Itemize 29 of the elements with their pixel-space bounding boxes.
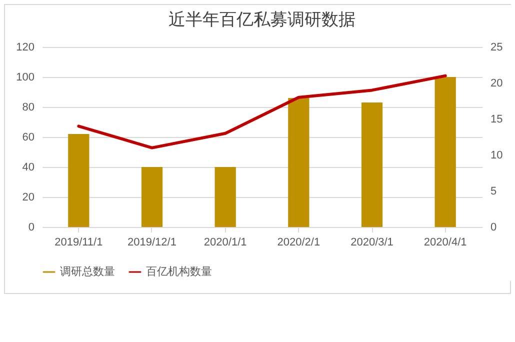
y2-tick-label: 15 bbox=[490, 114, 503, 126]
bar bbox=[214, 167, 236, 227]
bar bbox=[288, 98, 310, 227]
line-series bbox=[77, 74, 447, 150]
y2-tick-label: 0 bbox=[490, 222, 497, 234]
legend-label: 百亿机构数量 bbox=[146, 266, 212, 278]
bar bbox=[141, 167, 163, 227]
y2-tick-label: 10 bbox=[490, 150, 503, 162]
y-tick-label: 60 bbox=[22, 132, 34, 144]
y2-tick-label: 20 bbox=[490, 78, 503, 90]
y-tick-label: 40 bbox=[22, 162, 34, 174]
y-tick-label: 120 bbox=[16, 42, 34, 54]
y2-tick-label: 5 bbox=[490, 186, 497, 198]
bar bbox=[68, 134, 90, 227]
x-tick-label: 2020/1/1 bbox=[204, 236, 247, 248]
bar bbox=[361, 102, 383, 227]
legend-label: 调研总数量 bbox=[60, 265, 115, 278]
y-tick-label: 100 bbox=[16, 72, 34, 84]
chart-title: 近半年百亿私募调研数据 bbox=[168, 10, 356, 29]
x-tick-label: 2020/3/1 bbox=[350, 236, 394, 248]
y2-tick-label: 25 bbox=[490, 42, 503, 54]
y-tick-label: 80 bbox=[22, 102, 34, 114]
y-tick-label: 0 bbox=[28, 222, 34, 234]
bar bbox=[434, 77, 456, 227]
x-tick-label: 2019/12/1 bbox=[128, 236, 176, 248]
x-tick-label: 2019/11/1 bbox=[54, 236, 103, 248]
y-tick-label: 20 bbox=[22, 192, 34, 204]
x-tick-label: 2020/2/1 bbox=[277, 236, 320, 248]
x-tick-label: 2020/4/1 bbox=[424, 236, 467, 248]
